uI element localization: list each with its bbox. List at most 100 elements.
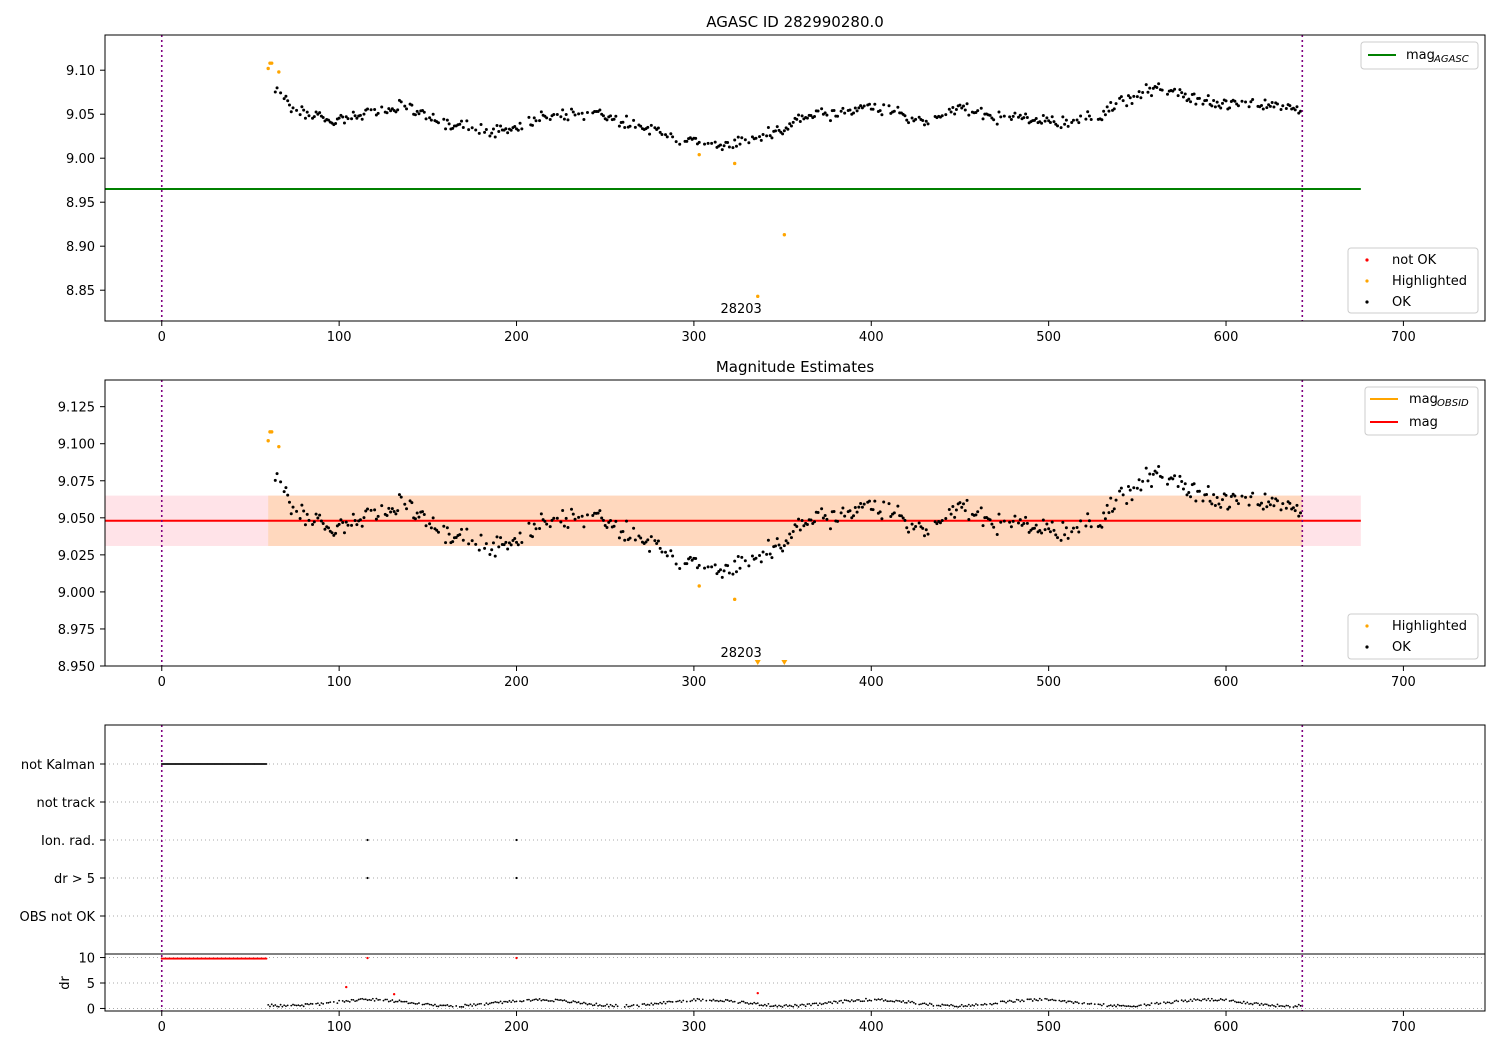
ok-point (750, 554, 754, 558)
ok-point (836, 519, 840, 523)
ok-point (539, 110, 543, 114)
dr-point (350, 998, 353, 1001)
x-tick-label: 100 (327, 1020, 352, 1035)
ok-point (1263, 98, 1267, 102)
dr-point (593, 1004, 596, 1006)
ok-point (1128, 96, 1132, 100)
dr-point (579, 1002, 582, 1005)
dr-point (455, 1005, 458, 1007)
ok-point (678, 142, 682, 146)
ok-point (451, 540, 455, 544)
ok-point (664, 133, 668, 137)
ok-point (513, 536, 517, 540)
ok-point (1293, 108, 1297, 112)
ok-point (1212, 493, 1216, 497)
ok-point (935, 522, 939, 526)
ok-point (307, 114, 311, 118)
ok-point (1139, 488, 1143, 492)
ok-point (538, 119, 542, 123)
dr-point (962, 1005, 965, 1008)
ok-point (1233, 494, 1237, 498)
dr-point (662, 1000, 665, 1003)
dr-point (327, 1001, 330, 1004)
dr-point (677, 1000, 679, 1003)
dr-red-point (345, 985, 348, 989)
dr-point (685, 1000, 688, 1003)
ok-point (798, 119, 802, 123)
ok-point (1043, 528, 1047, 532)
ok-point (697, 563, 701, 567)
ok-point (1293, 509, 1297, 513)
dr-point (359, 998, 362, 1000)
ok-point (782, 544, 786, 548)
ok-point (374, 517, 378, 521)
ok-point (848, 509, 852, 513)
x-tick-label: 600 (1214, 675, 1239, 690)
ok-point (282, 490, 286, 494)
dr-point (1210, 997, 1213, 1000)
dr-point (570, 1001, 573, 1004)
ok-point (1075, 526, 1079, 530)
dr-point (920, 1003, 922, 1005)
ok-point (1205, 98, 1209, 102)
dr-point (1053, 999, 1055, 1002)
ok-point (859, 501, 863, 505)
ok-point (1071, 526, 1075, 530)
dr-point (744, 1002, 747, 1004)
dr-point (1166, 1001, 1169, 1004)
dr-point (1203, 998, 1206, 1000)
ok-point (1063, 122, 1067, 126)
dr-point (939, 1005, 942, 1008)
ok-point (905, 526, 909, 530)
dr-point (1278, 1005, 1281, 1008)
ok-point (307, 518, 311, 522)
ok-point (1220, 101, 1224, 105)
dr-point (1109, 1004, 1112, 1007)
ok-point (740, 555, 744, 559)
ok-point (1284, 506, 1288, 510)
ok-point (855, 510, 859, 514)
dr-point (811, 1002, 814, 1005)
ok-point (392, 510, 396, 514)
ok-point (1111, 509, 1115, 513)
flag-row-label: Ion. rad. (41, 834, 95, 849)
ok-point (362, 112, 366, 116)
dr-point (1216, 999, 1219, 1002)
ok-point (447, 532, 451, 536)
ok-point (1112, 107, 1116, 111)
ok-point (731, 146, 735, 150)
dr-point (506, 1001, 509, 1003)
dr-point (1037, 999, 1039, 1002)
ok-point (399, 100, 403, 104)
ok-point (938, 521, 942, 525)
ok-point (754, 136, 758, 140)
x-tick-label: 0 (158, 675, 166, 690)
ok-point (1125, 104, 1129, 108)
ok-point (543, 519, 547, 523)
dr-point (1100, 1004, 1103, 1007)
ok-point (1126, 484, 1130, 488)
ok-point (1183, 482, 1187, 486)
ok-point (1297, 514, 1301, 518)
ok-point (738, 142, 742, 146)
ok-point (1171, 89, 1175, 93)
dr-point (563, 999, 566, 1002)
ok-point (951, 105, 955, 109)
x-tick-label: 300 (681, 1020, 706, 1035)
ok-point (1011, 114, 1015, 118)
y-tick-label: 9.10 (66, 64, 95, 79)
ok-point (1018, 113, 1022, 117)
dr-point (760, 1004, 763, 1006)
dr-point (898, 1000, 901, 1002)
dr-point (1200, 999, 1203, 1002)
ok-point (624, 519, 628, 523)
ok-point (688, 555, 692, 559)
ok-point (273, 90, 277, 94)
ok-point (1103, 113, 1107, 117)
legend-marker-ok (1365, 300, 1369, 304)
ok-point (1137, 478, 1141, 482)
ok-point (1040, 121, 1044, 125)
ok-point (841, 506, 845, 510)
dr-point (960, 1003, 963, 1006)
ok-point (632, 526, 636, 530)
